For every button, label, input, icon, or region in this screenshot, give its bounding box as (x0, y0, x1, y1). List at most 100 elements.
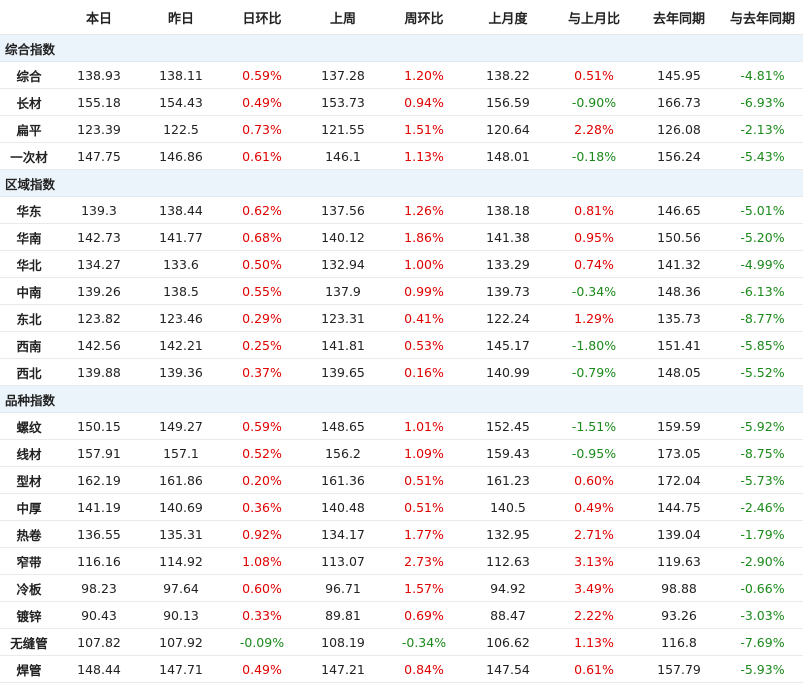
cell-dod: 0.55% (222, 277, 302, 305)
cell-last-month: 161.23 (464, 466, 552, 494)
table-row: 中南 139.26 138.5 0.55% 137.9 0.99% 139.73 -0.34%… (0, 277, 803, 305)
cell-last-month: 106.62 (464, 628, 552, 656)
cell-yoy: -8.77% (722, 304, 803, 332)
cell-dod: 0.59% (222, 61, 302, 89)
cell-last-year: 98.88 (636, 574, 722, 602)
cell-wow: 1.20% (384, 61, 464, 89)
cell-today: 139.88 (58, 358, 140, 386)
cell-today: 155.18 (58, 88, 140, 116)
header-today: 本日 (58, 0, 140, 35)
cell-yesterday: 154.43 (140, 88, 222, 116)
cell-last-year: 157.79 (636, 655, 722, 683)
cell-last-week: 137.28 (302, 61, 384, 89)
cell-yoy: -2.13% (722, 115, 803, 143)
cell-last-year: 93.26 (636, 601, 722, 629)
cell-yoy: -5.73% (722, 466, 803, 494)
cell-name: 镀锌 (0, 601, 58, 629)
cell-today: 136.55 (58, 520, 140, 548)
cell-mom: -1.51% (552, 412, 636, 440)
cell-yesterday: 138.11 (140, 61, 222, 89)
cell-last-week: 139.65 (302, 358, 384, 386)
cell-today: 162.19 (58, 466, 140, 494)
cell-yesterday: 138.5 (140, 277, 222, 305)
cell-last-month: 122.24 (464, 304, 552, 332)
cell-today: 98.23 (58, 574, 140, 602)
cell-last-month: 133.29 (464, 250, 552, 278)
cell-yoy: -2.46% (722, 493, 803, 521)
cell-dod: 0.61% (222, 142, 302, 170)
cell-today: 107.82 (58, 628, 140, 656)
table-row: 东北 123.82 123.46 0.29% 123.31 0.41% 122.24 1.29… (0, 304, 803, 332)
cell-mom: 0.61% (552, 655, 636, 683)
cell-yesterday: 133.6 (140, 250, 222, 278)
cell-last-year: 139.04 (636, 520, 722, 548)
cell-last-month: 141.38 (464, 223, 552, 251)
cell-yesterday: 135.31 (140, 520, 222, 548)
cell-last-month: 132.95 (464, 520, 552, 548)
cell-dod: 0.33% (222, 601, 302, 629)
cell-last-month: 140.99 (464, 358, 552, 386)
cell-dod: 0.68% (222, 223, 302, 251)
cell-wow: 0.94% (384, 88, 464, 116)
cell-last-week: 153.73 (302, 88, 384, 116)
cell-yoy: -6.13% (722, 277, 803, 305)
cell-today: 142.56 (58, 331, 140, 359)
cell-last-month: 120.64 (464, 115, 552, 143)
table-row: 镀锌 90.43 90.13 0.33% 89.81 0.69% 88.47 2.22% 93.… (0, 601, 803, 629)
cell-last-month: 145.17 (464, 331, 552, 359)
cell-name: 螺纹 (0, 412, 58, 440)
cell-last-week: 121.55 (302, 115, 384, 143)
cell-yoy: -1.79% (722, 520, 803, 548)
cell-yesterday: 90.13 (140, 601, 222, 629)
cell-mom: -0.18% (552, 142, 636, 170)
cell-dod: 0.59% (222, 412, 302, 440)
cell-yesterday: 146.86 (140, 142, 222, 170)
cell-yoy: -5.92% (722, 412, 803, 440)
cell-name: 无缝管 (0, 628, 58, 656)
cell-wow: -0.34% (384, 628, 464, 656)
cell-last-week: 89.81 (302, 601, 384, 629)
cell-last-week: 137.56 (302, 196, 384, 224)
header-mom: 与上月比 (552, 0, 636, 35)
cell-today: 157.91 (58, 439, 140, 467)
cell-yoy: -5.20% (722, 223, 803, 251)
cell-wow: 1.00% (384, 250, 464, 278)
cell-name: 华北 (0, 250, 58, 278)
cell-dod: 0.49% (222, 88, 302, 116)
cell-mom: -1.80% (552, 331, 636, 359)
cell-yoy: -5.52% (722, 358, 803, 386)
cell-dod: 0.52% (222, 439, 302, 467)
cell-dod: 0.36% (222, 493, 302, 521)
cell-yesterday: 114.92 (140, 547, 222, 575)
cell-last-year: 141.32 (636, 250, 722, 278)
table-row: 热卷 136.55 135.31 0.92% 134.17 1.77% 132.95 2.71… (0, 520, 803, 548)
cell-today: 148.44 (58, 655, 140, 683)
cell-dod: 0.20% (222, 466, 302, 494)
cell-mom: -0.34% (552, 277, 636, 305)
table-row: 螺纹 150.15 149.27 0.59% 148.65 1.01% 152.45 -1.5… (0, 412, 803, 440)
cell-name: 华南 (0, 223, 58, 251)
cell-last-year: 150.56 (636, 223, 722, 251)
cell-last-year: 145.95 (636, 61, 722, 89)
cell-last-year: 148.36 (636, 277, 722, 305)
cell-dod: 0.25% (222, 331, 302, 359)
table-row: 线材 157.91 157.1 0.52% 156.2 1.09% 159.43 -0.95%… (0, 439, 803, 467)
cell-wow: 1.86% (384, 223, 464, 251)
cell-last-month: 156.59 (464, 88, 552, 116)
cell-last-week: 156.2 (302, 439, 384, 467)
cell-dod: 0.37% (222, 358, 302, 386)
table-row: 华南 142.73 141.77 0.68% 140.12 1.86% 141.38 0.95… (0, 223, 803, 251)
cell-today: 139.26 (58, 277, 140, 305)
header-row: 本日 昨日 日环比 上周 周环比 上月度 与上月比 去年同期 与去年同期 (0, 0, 803, 35)
cell-last-week: 134.17 (302, 520, 384, 548)
cell-last-week: 140.48 (302, 493, 384, 521)
cell-today: 147.75 (58, 142, 140, 170)
cell-last-month: 152.45 (464, 412, 552, 440)
cell-yoy: -3.03% (722, 601, 803, 629)
cell-wow: 0.51% (384, 466, 464, 494)
header-yoy: 与去年同期 (722, 0, 803, 35)
cell-yoy: -2.90% (722, 547, 803, 575)
cell-mom: -0.95% (552, 439, 636, 467)
cell-last-year: 144.75 (636, 493, 722, 521)
